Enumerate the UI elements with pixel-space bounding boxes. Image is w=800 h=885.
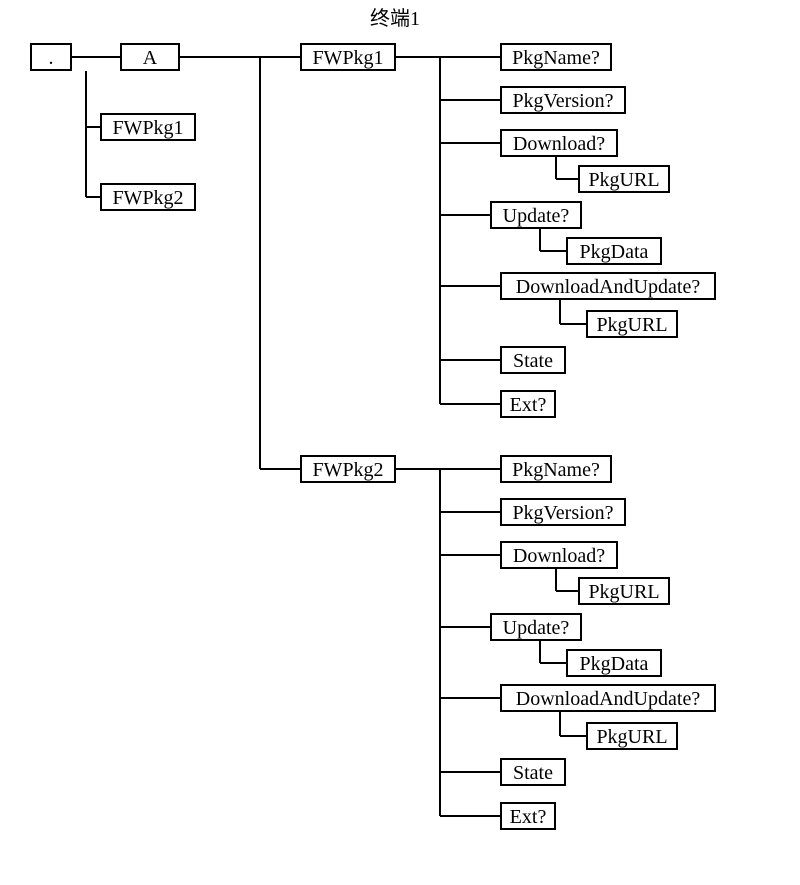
connector bbox=[72, 56, 120, 58]
connector bbox=[440, 285, 500, 287]
node-A_fwpkg2: FWPkg2 bbox=[300, 455, 396, 483]
connector bbox=[180, 56, 300, 58]
node-p2_dau: DownloadAndUpdate? bbox=[500, 684, 716, 712]
connector bbox=[556, 590, 578, 592]
connector bbox=[440, 142, 500, 144]
node-p1_pkgname: PkgName? bbox=[500, 43, 612, 71]
connector bbox=[440, 815, 500, 817]
connector bbox=[440, 511, 500, 513]
connector bbox=[539, 229, 541, 251]
connector bbox=[440, 99, 500, 101]
node-p1_download_url: PkgURL bbox=[578, 165, 670, 193]
node-p2_pkgname: PkgName? bbox=[500, 455, 612, 483]
connector bbox=[540, 662, 566, 664]
node-p2_update: Update? bbox=[490, 613, 582, 641]
connector bbox=[85, 71, 87, 197]
node-p2_update_data: PkgData bbox=[566, 649, 662, 677]
node-p2_dau_url: PkgURL bbox=[586, 722, 678, 750]
node-p1_dau_url: PkgURL bbox=[586, 310, 678, 338]
node-p1_download: Download? bbox=[500, 129, 618, 157]
diagram-title: 终端1 bbox=[370, 2, 420, 31]
tree-diagram: 终端1 . A FWPkg1 FWPkg2 FWPkg1 FWPkg2 PkgName? Pk… bbox=[0, 0, 800, 885]
node-p1_dau: DownloadAndUpdate? bbox=[500, 272, 716, 300]
connector bbox=[539, 641, 541, 663]
connector bbox=[260, 468, 300, 470]
connector bbox=[559, 300, 561, 324]
connector bbox=[559, 712, 561, 736]
node-p2_pkgversion: PkgVersion? bbox=[500, 498, 626, 526]
connector bbox=[440, 626, 490, 628]
connector bbox=[439, 469, 441, 816]
connector bbox=[556, 178, 578, 180]
connector bbox=[439, 57, 441, 404]
node-p1_ext: Ext? bbox=[500, 390, 556, 418]
node-p2_download: Download? bbox=[500, 541, 618, 569]
node-root_fwpkg1: FWPkg1 bbox=[100, 113, 196, 141]
connector bbox=[440, 554, 500, 556]
connector bbox=[440, 214, 490, 216]
connector bbox=[396, 56, 500, 58]
node-p2_download_url: PkgURL bbox=[578, 577, 670, 605]
node-p2_ext: Ext? bbox=[500, 802, 556, 830]
node-p1_update: Update? bbox=[490, 201, 582, 229]
connector bbox=[540, 250, 566, 252]
connector bbox=[555, 569, 557, 591]
connector bbox=[86, 126, 100, 128]
connector bbox=[440, 697, 500, 699]
node-root_fwpkg2: FWPkg2 bbox=[100, 183, 196, 211]
node-p1_pkgversion: PkgVersion? bbox=[500, 86, 626, 114]
node-root: . bbox=[30, 43, 72, 71]
node-A: A bbox=[120, 43, 180, 71]
connector bbox=[555, 157, 557, 179]
connector bbox=[86, 196, 100, 198]
connector bbox=[560, 323, 586, 325]
connector bbox=[440, 403, 500, 405]
node-A_fwpkg1: FWPkg1 bbox=[300, 43, 396, 71]
connector bbox=[396, 468, 500, 470]
node-p2_state: State bbox=[500, 758, 566, 786]
node-p1_state: State bbox=[500, 346, 566, 374]
connector bbox=[440, 359, 500, 361]
connector bbox=[560, 735, 586, 737]
node-p1_update_data: PkgData bbox=[566, 237, 662, 265]
connector bbox=[259, 57, 261, 469]
connector bbox=[440, 771, 500, 773]
